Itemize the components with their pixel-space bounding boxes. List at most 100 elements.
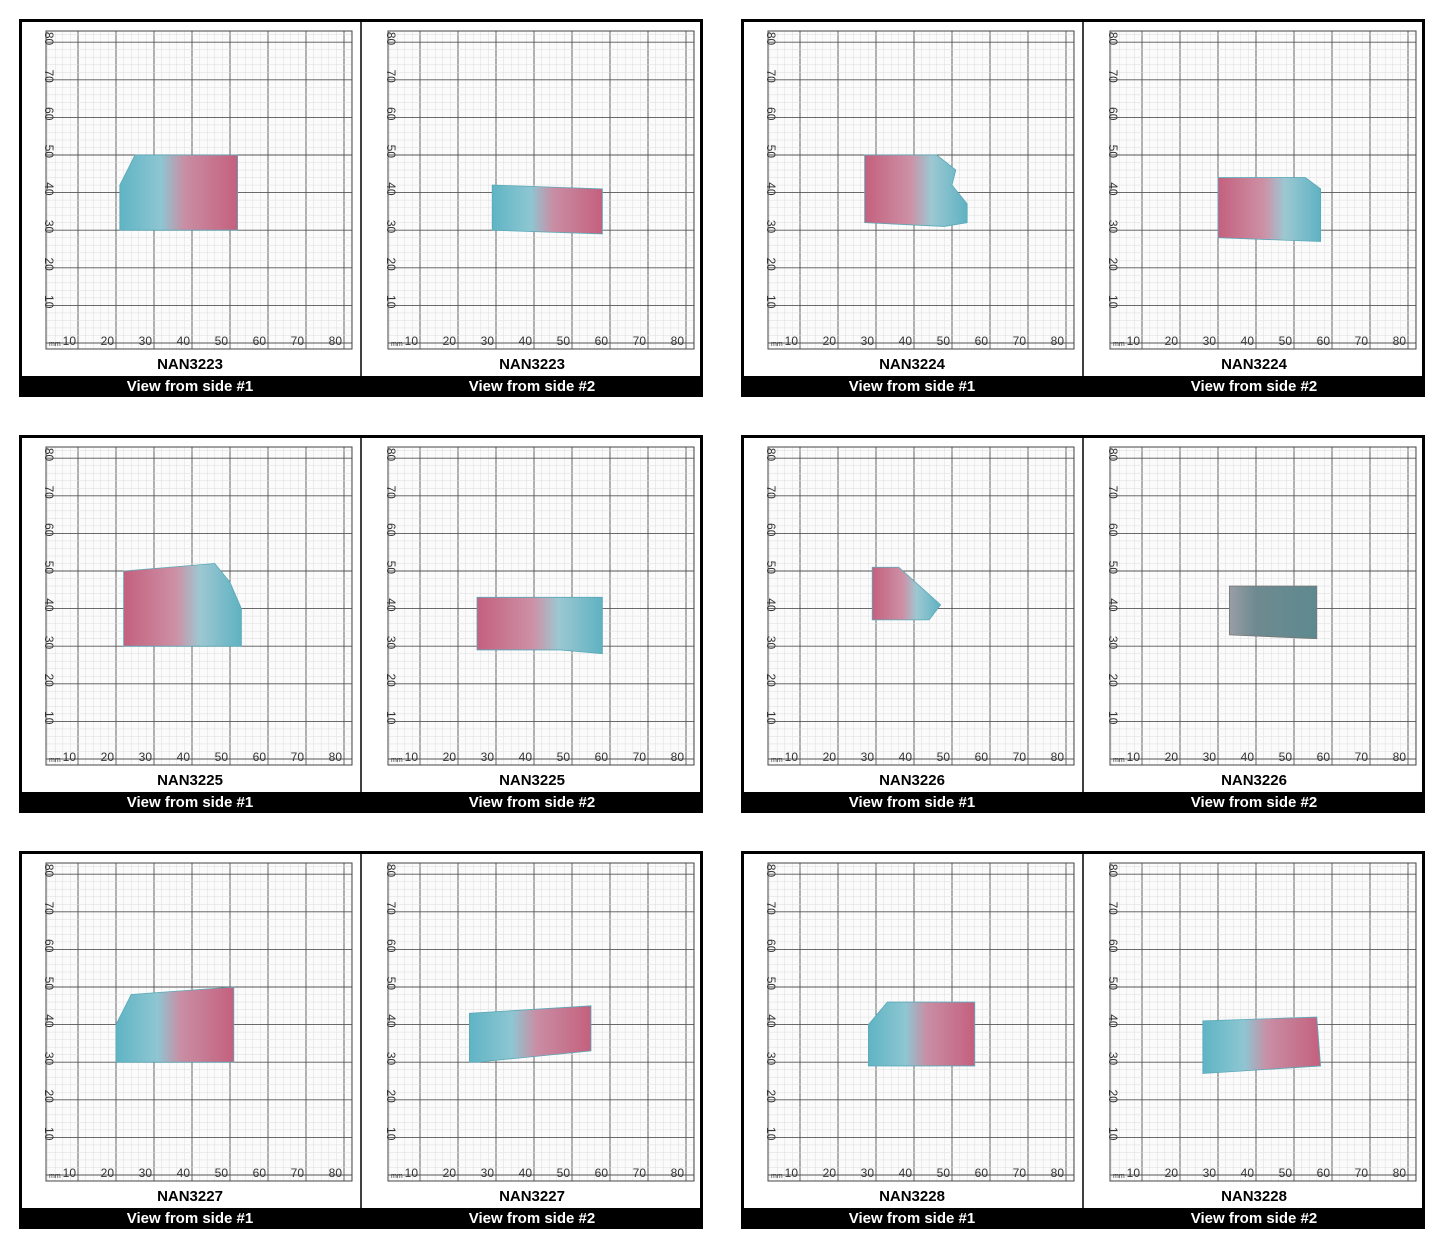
y-scale-label: 50 [1106, 977, 1120, 991]
y-scale-label: 80 [42, 32, 56, 46]
panel: 10 20 30 40 50 60 70 80 10 20 30 40 50 60 70 80 mm NAN322… [741, 446, 1083, 813]
x-scale-label: 80 [671, 750, 685, 764]
y-scale-label: 20 [1106, 673, 1120, 687]
y-scale-label: 10 [384, 711, 398, 725]
y-scale-label: 20 [42, 1089, 56, 1103]
x-scale-label: 50 [215, 750, 229, 764]
x-scale-label: 60 [253, 334, 267, 348]
view-bar [741, 376, 1083, 397]
x-scale-label: 40 [899, 334, 913, 348]
stone-name: NAN3224 [1221, 356, 1288, 373]
x-scale-label: 40 [519, 334, 533, 348]
x-scale-label: 50 [937, 334, 951, 348]
view-label: View from side #1 [849, 378, 975, 395]
x-scale-label: 40 [519, 750, 533, 764]
view-bar [741, 1208, 1083, 1229]
y-scale-label: 20 [384, 673, 398, 687]
x-scale-label: 40 [1241, 750, 1255, 764]
unit-label: mm [391, 1173, 403, 1180]
x-scale-label: 40 [177, 1166, 191, 1180]
y-scale-label: 50 [764, 145, 778, 159]
stone-name: NAN3227 [157, 1188, 223, 1205]
card: 10 20 30 40 50 60 70 80 10 20 30 40 50 60 70 80 mm NAN322… [741, 435, 1425, 813]
view-label: View from side #2 [469, 794, 595, 811]
y-scale-label: 80 [42, 864, 56, 878]
grid-frame [45, 30, 353, 350]
y-scale-label: 80 [1106, 864, 1120, 878]
x-scale-label: 40 [177, 334, 191, 348]
grid-frame [1109, 30, 1417, 350]
stone [469, 1005, 592, 1063]
x-scale-label: 30 [481, 1166, 495, 1180]
y-scale-label: 40 [384, 1014, 398, 1028]
y-scale-label: 80 [42, 448, 56, 462]
stone [864, 154, 968, 227]
x-scale-label: 20 [443, 750, 457, 764]
y-scale-label: 70 [42, 485, 56, 499]
x-scale-label: 40 [1241, 334, 1255, 348]
x-scale-label: 60 [1317, 334, 1331, 348]
grid-frame [767, 446, 1075, 766]
x-scale-label: 70 [1013, 750, 1027, 764]
unit-label: mm [49, 757, 61, 764]
y-scale-label: 60 [42, 523, 56, 537]
x-scale-label: 40 [1241, 1166, 1255, 1180]
y-scale-label: 50 [384, 977, 398, 991]
y-scale-label: 30 [764, 636, 778, 650]
view-bar [19, 792, 361, 813]
x-scale-label: 50 [215, 334, 229, 348]
stone [115, 986, 235, 1063]
x-scale-label: 20 [1165, 1166, 1179, 1180]
grid-frame [1109, 446, 1417, 766]
y-scale-label: 40 [764, 182, 778, 196]
y-scale-label: 80 [764, 864, 778, 878]
y-scale-label: 20 [384, 257, 398, 271]
view-bar [741, 792, 1083, 813]
view-label: View from side #2 [1191, 794, 1317, 811]
x-scale-label: 70 [633, 750, 647, 764]
panel: 10 20 30 40 50 60 70 80 10 20 30 40 50 60 70 80 mm NAN322… [361, 30, 703, 397]
stone-name: NAN3223 [499, 356, 565, 373]
grid-frame [767, 30, 1075, 350]
stone-name: NAN3228 [879, 1188, 945, 1205]
card-border [19, 851, 703, 1229]
y-scale-label: 10 [384, 295, 398, 309]
y-scale-label: 40 [1106, 1014, 1120, 1028]
x-scale-label: 10 [405, 750, 419, 764]
stone-name: NAN3226 [879, 772, 945, 789]
x-scale-label: 30 [139, 334, 153, 348]
y-scale-label: 30 [1106, 220, 1120, 234]
x-scale-label: 60 [253, 1166, 267, 1180]
x-scale-label: 20 [443, 334, 457, 348]
stone [1202, 1016, 1322, 1074]
x-scale-label: 80 [1051, 750, 1065, 764]
stone-name: NAN3225 [499, 772, 565, 789]
x-scale-label: 80 [671, 1166, 685, 1180]
x-scale-label: 10 [1127, 750, 1141, 764]
x-scale-label: 70 [291, 750, 305, 764]
x-scale-label: 80 [671, 334, 685, 348]
stone [1228, 585, 1318, 640]
y-scale-label: 10 [1106, 295, 1120, 309]
y-scale-label: 70 [384, 485, 398, 499]
panel: 10 20 30 40 50 60 70 80 10 20 30 40 50 60 70 80 mm NAN322… [1083, 446, 1425, 813]
x-scale-label: 70 [1355, 750, 1369, 764]
y-scale-label: 30 [42, 220, 56, 234]
card: 10 20 30 40 50 60 70 80 10 20 30 40 50 60 70 80 mm NAN322… [741, 19, 1425, 397]
x-scale-label: 10 [1127, 334, 1141, 348]
y-scale-label: 80 [764, 448, 778, 462]
panel: 10 20 30 40 50 60 70 80 10 20 30 40 50 60 70 80 mm NAN322… [1083, 862, 1425, 1229]
unit-label: mm [391, 757, 403, 764]
x-scale-label: 70 [291, 334, 305, 348]
y-scale-label: 40 [384, 182, 398, 196]
card: 10 20 30 40 50 60 70 80 10 20 30 40 50 60 70 80 mm NAN322… [741, 851, 1425, 1229]
y-scale-label: 20 [384, 1089, 398, 1103]
x-scale-label: 50 [215, 1166, 229, 1180]
view-label: View from side #1 [849, 794, 975, 811]
y-scale-label: 80 [384, 32, 398, 46]
x-scale-label: 70 [633, 1166, 647, 1180]
x-scale-label: 80 [329, 750, 343, 764]
y-scale-label: 70 [764, 485, 778, 499]
y-scale-label: 30 [764, 1052, 778, 1066]
stone [123, 563, 242, 647]
